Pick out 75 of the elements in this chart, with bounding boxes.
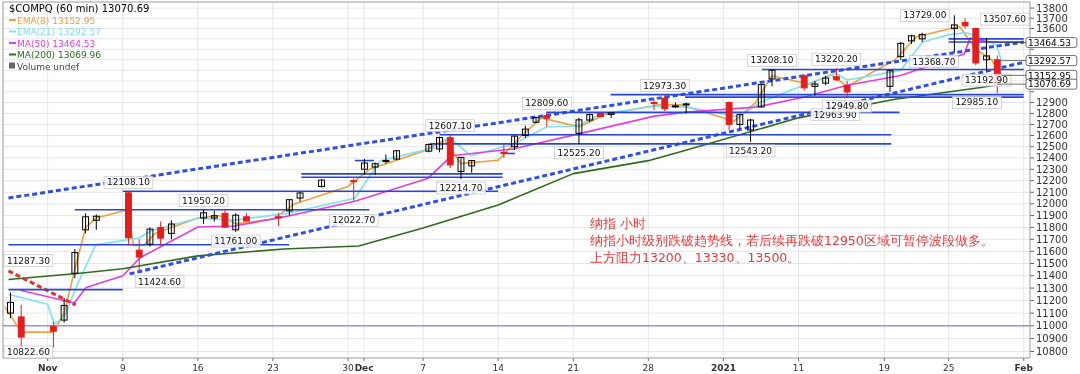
y-tick-label: 11800 (1036, 221, 1068, 233)
x-tick-label: 30 (342, 363, 355, 373)
y-tick-label: 12600 (1036, 130, 1068, 142)
annotation: 上方阻力13200、13330、13500。 (590, 250, 801, 265)
legend-label: MA(200) 13069.96 (17, 50, 102, 60)
annotation: 13292.57 (1028, 55, 1071, 66)
y-tick-label: 11300 (1036, 282, 1068, 294)
x-tick-label: 7 (420, 363, 426, 373)
annotation: 13368.70 (912, 56, 956, 67)
annotation: 纳指小时级别跌破趋势线，若后续再跌破12950区域可暂停波段做多。 (590, 233, 994, 248)
annotation: 13464.53 (1028, 37, 1071, 48)
x-tick-label: 19 (878, 363, 891, 373)
y-tick-label: 12700 (1036, 118, 1068, 130)
y-tick-label: 11900 (1036, 210, 1068, 222)
annotation: Volume undef (17, 61, 80, 72)
annotation: 13507.60 (983, 14, 1027, 25)
annotation: 13152.95 (1028, 70, 1071, 81)
annotation: 13729.00 (903, 10, 947, 21)
y-tick-label: 12500 (1036, 141, 1068, 153)
annotation: 13208.10 (750, 55, 794, 66)
x-tick-label: 9 (119, 363, 126, 373)
x-tick-label: 21 (567, 363, 579, 373)
legend-label: EMA(8) 13152.95 (17, 15, 96, 26)
y-tick-label: 12900 (1036, 97, 1068, 109)
annotation: 13192.90 (965, 75, 1009, 86)
chart-title: $COMPQ (60 min) 13070.69 (9, 3, 150, 14)
annotation: 12809.60 (525, 98, 569, 109)
y-tick-label: 12800 (1036, 107, 1068, 119)
x-tick-label: 25 (942, 363, 955, 373)
annotation: 12963.90 (813, 109, 858, 120)
y-tick-label: 11000 (1036, 320, 1068, 332)
x-tick-label: 14 (492, 363, 505, 373)
x-tick-label: 2021 (710, 363, 736, 373)
y-tick-label: 10800 (1036, 346, 1068, 357)
annotation: 13070.69 (1028, 79, 1072, 90)
annotation: 11950.20 (182, 195, 226, 206)
annotation: 12214.70 (439, 183, 483, 194)
x-tick-label: 16 (192, 363, 204, 373)
x-tick-label: 11 (792, 363, 805, 373)
annotation: 11761.00 (214, 236, 258, 247)
annotation: 10822.60 (6, 347, 51, 357)
x-tick-label: 28 (642, 363, 655, 373)
annotation: 12973.30 (643, 80, 687, 91)
annotation: 纳指 小时 (590, 216, 646, 231)
x-tick-label: 23 (267, 363, 279, 373)
y-tick-label: 11400 (1036, 270, 1068, 282)
y-tick-label: 12100 (1036, 186, 1068, 198)
y-tick-label: 10900 (1036, 333, 1068, 345)
y-tick-label: 12400 (1036, 152, 1068, 164)
annotation: 13220.20 (814, 54, 859, 65)
annotation: 11424.60 (138, 276, 182, 287)
y-tick-label: 11100 (1036, 307, 1068, 319)
y-tick-label: 12300 (1036, 163, 1068, 175)
y-tick-label: 13800 (1036, 2, 1068, 14)
x-tick-label: Feb (1014, 363, 1034, 373)
annotation: 12985.10 (955, 97, 999, 108)
annotation: 12949.80 (825, 101, 869, 112)
legend-label: MA(50) 13464.53 (17, 38, 96, 49)
annotation: 11287.30 (6, 255, 51, 266)
annotation: 12022.70 (332, 215, 376, 226)
y-tick-label: 11200 (1036, 295, 1068, 307)
y-tick-label: 12000 (1036, 198, 1068, 210)
y-tick-label: 11700 (1036, 233, 1068, 245)
y-tick-label: 11500 (1036, 258, 1068, 270)
annotation: 12607.10 (428, 120, 472, 131)
y-tick-label: 12200 (1036, 175, 1068, 187)
x-tick-label: Nov (37, 363, 58, 373)
x-tick-label: Dec (354, 363, 374, 373)
y-tick-label: 13600 (1036, 23, 1068, 35)
annotation: 12543.20 (729, 145, 773, 156)
annotation: 12108.10 (106, 177, 151, 188)
annotation: 12525.20 (557, 147, 601, 158)
y-tick-label: 11600 (1036, 245, 1068, 257)
legend-label: EMA(21) 13292.57 (17, 27, 101, 37)
y-tick-label: 13700 (1036, 12, 1068, 24)
